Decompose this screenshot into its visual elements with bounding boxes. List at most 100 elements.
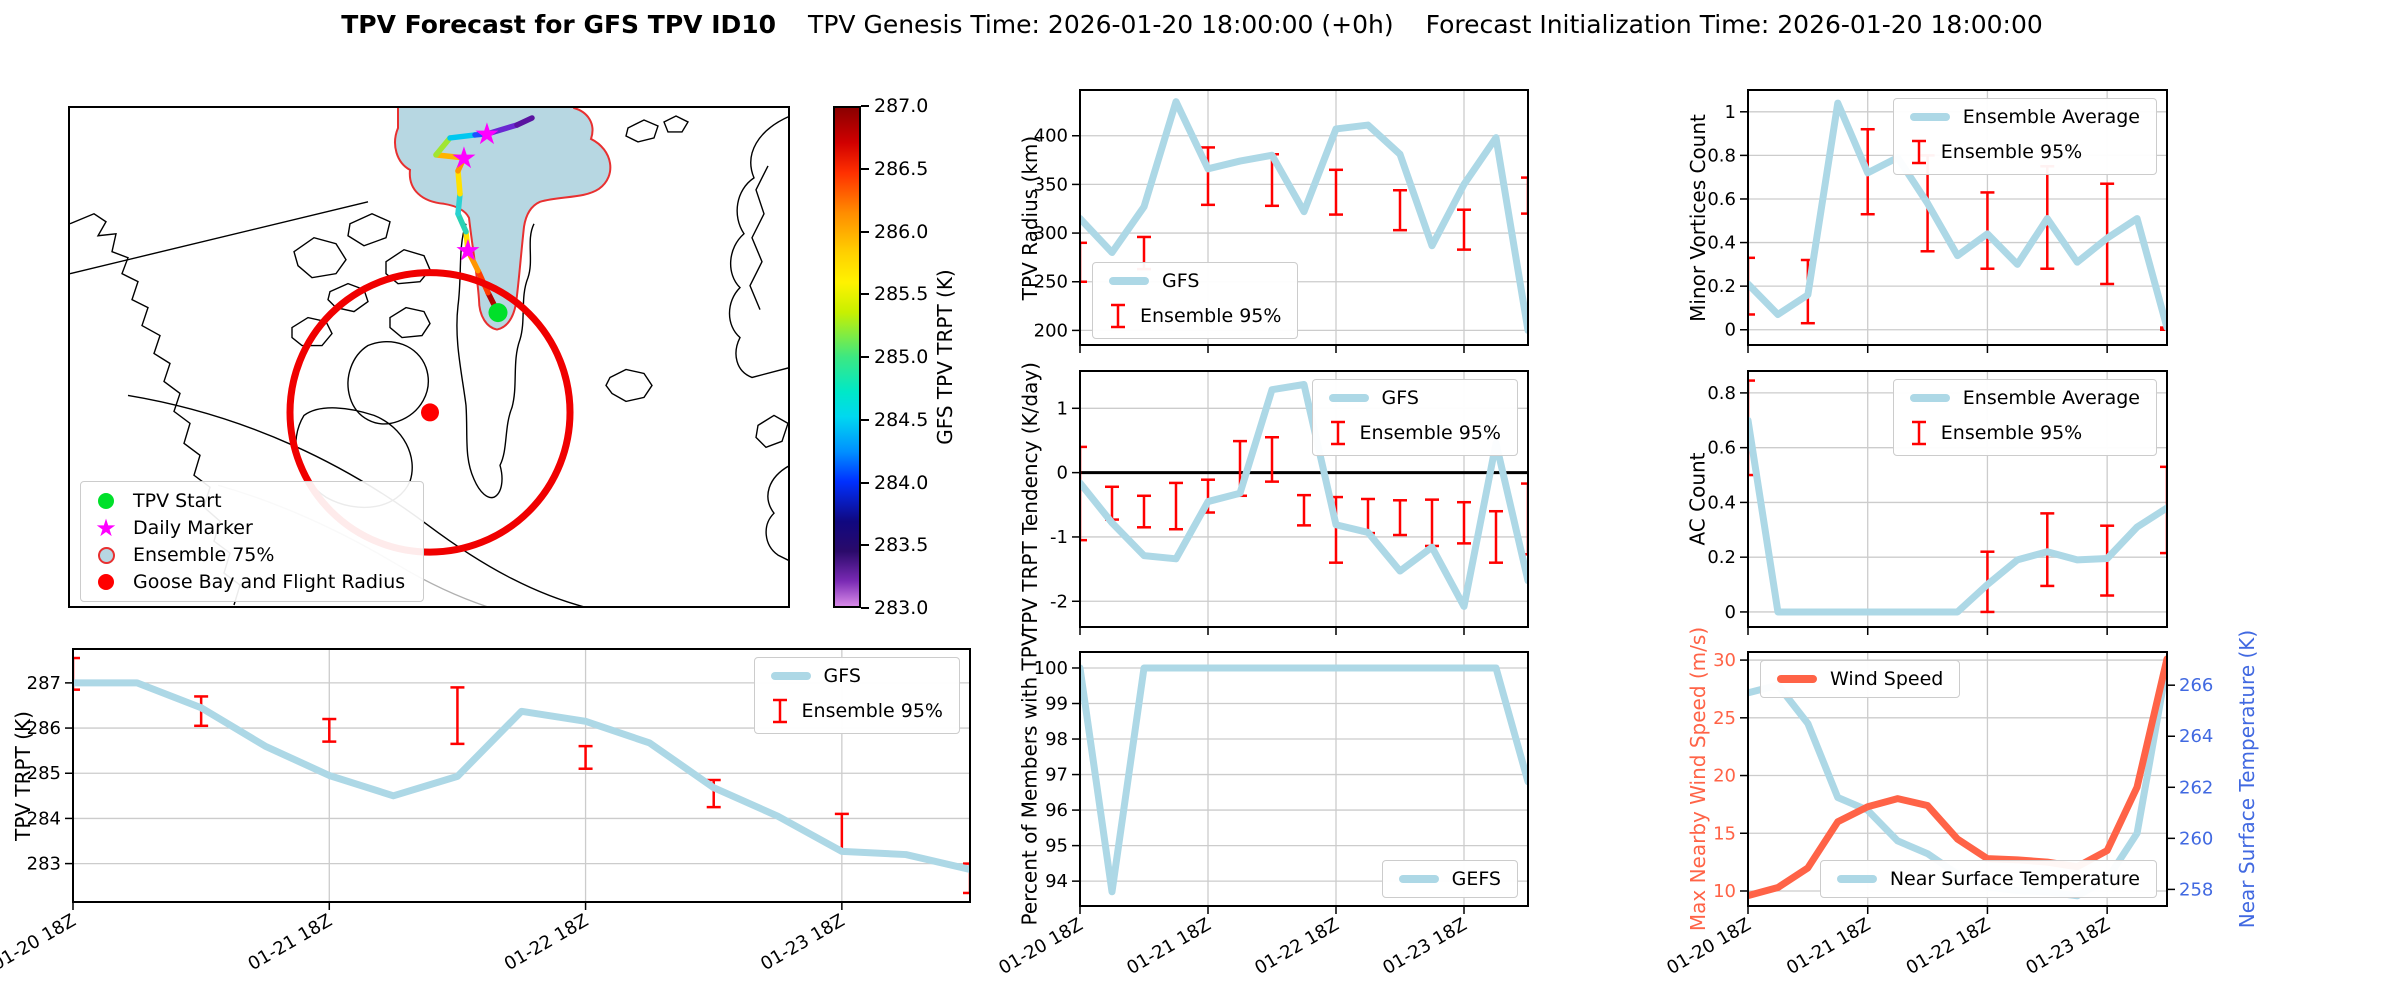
title-init-time: Forecast Initialization Time: 2026-01-20… bbox=[1425, 10, 2043, 39]
svg-text:1: 1 bbox=[1057, 398, 1068, 419]
svg-text:01-23 18Z: 01-23 18Z bbox=[2022, 914, 2113, 979]
svg-text:0: 0 bbox=[1725, 602, 1736, 623]
legend-item: GFS bbox=[770, 665, 943, 687]
svg-text:283: 283 bbox=[27, 854, 61, 875]
errorbar-icon bbox=[1910, 137, 1928, 167]
colorbar-tick: 284.0 bbox=[861, 472, 928, 494]
colorbar-tick: 286.5 bbox=[861, 158, 928, 180]
line-swatch-icon bbox=[1836, 875, 1877, 883]
errorbar-icon bbox=[771, 696, 789, 726]
svg-text:98: 98 bbox=[1045, 729, 1068, 750]
svg-text:01-22 18Z: 01-22 18Z bbox=[501, 910, 592, 975]
legend-label: Near Surface Temperature bbox=[1889, 868, 2140, 890]
legend-label: GEFS bbox=[1451, 868, 1501, 890]
legend-label: TPV Start bbox=[133, 490, 222, 512]
colorbar-label: GFS TPV TRPT (K) bbox=[933, 269, 957, 445]
tpv-trpt-chart: 283 284 285 286 287 01-20 18Z 01-21 18Z 01-22 1… bbox=[0, 648, 971, 975]
svg-text:286: 286 bbox=[27, 718, 61, 739]
svg-text:200: 200 bbox=[1034, 320, 1068, 341]
svg-text:0.6: 0.6 bbox=[1707, 189, 1736, 210]
colorbar-gradient bbox=[833, 106, 861, 608]
svg-text:287: 287 bbox=[27, 673, 61, 694]
svg-text:-1: -1 bbox=[1050, 527, 1068, 548]
legend-label: GFS bbox=[823, 665, 861, 687]
colorbar-tick: 283.5 bbox=[861, 534, 928, 556]
svg-text:01-21 18Z: 01-21 18Z bbox=[1783, 914, 1874, 979]
daily-marker-star: ★ bbox=[451, 141, 478, 176]
legend-label: GFS bbox=[1381, 387, 1419, 409]
track-segment bbox=[455, 168, 463, 197]
track-segment bbox=[433, 135, 453, 158]
svg-text:300: 300 bbox=[1034, 223, 1068, 244]
colorbar-tick: 283.0 bbox=[861, 597, 928, 619]
svg-text:01-20 18Z: 01-20 18Z bbox=[995, 914, 1086, 979]
chart-legend: Wind Speed bbox=[1760, 660, 1961, 698]
svg-text:260: 260 bbox=[2179, 828, 2213, 849]
title-main: TPV Forecast for GFS TPV ID10 bbox=[341, 10, 777, 39]
svg-text:01-23 18Z: 01-23 18Z bbox=[1379, 914, 1470, 979]
svg-text:96: 96 bbox=[1045, 800, 1068, 821]
line-swatch-icon bbox=[1328, 394, 1369, 402]
track-segment bbox=[455, 211, 469, 235]
svg-text:0.2: 0.2 bbox=[1707, 276, 1736, 297]
line-swatch-icon bbox=[1777, 675, 1817, 683]
legend-label: Wind Speed bbox=[1830, 668, 1944, 690]
svg-text:01-22 18Z: 01-22 18Z bbox=[1251, 914, 1342, 979]
chart-legend: GFS Ensemble 95% bbox=[753, 657, 960, 734]
colorbar-tick: 285.5 bbox=[861, 283, 928, 305]
colorbar-tick: 286.0 bbox=[861, 221, 928, 243]
goose-bay-icon bbox=[93, 574, 119, 590]
title-genesis-time: TPV Genesis Time: 2026-01-20 18:00:00 (+… bbox=[808, 10, 1394, 39]
svg-text:284: 284 bbox=[27, 808, 61, 829]
svg-text:0.2: 0.2 bbox=[1707, 547, 1736, 568]
svg-text:01-23 18Z: 01-23 18Z bbox=[757, 910, 848, 975]
svg-text:400: 400 bbox=[1034, 126, 1068, 147]
errorbar-icon bbox=[1109, 301, 1127, 331]
line-swatch-icon bbox=[1909, 113, 1950, 121]
track-segment bbox=[433, 152, 467, 161]
axis-label: Percent of Members with TPV bbox=[1018, 632, 1043, 926]
legend-item: Ensemble 95% bbox=[1910, 137, 2140, 167]
legend-label: Ensemble 75% bbox=[133, 544, 275, 566]
map-legend: TPV Start ★ Daily Marker Ensemble 75% Go… bbox=[80, 481, 425, 602]
svg-text:15: 15 bbox=[1713, 823, 1736, 844]
legend-item: GFS bbox=[1328, 387, 1501, 409]
svg-text:1: 1 bbox=[1725, 102, 1736, 123]
svg-text:95: 95 bbox=[1045, 836, 1068, 857]
svg-text:350: 350 bbox=[1034, 174, 1068, 195]
axis-label: TPV TRPT Tendency (K/day) bbox=[1018, 362, 1043, 636]
track-map: ★★★ bbox=[68, 106, 790, 608]
line-swatch-icon bbox=[1909, 394, 1950, 402]
legend-item: Near Surface Temperature bbox=[1836, 868, 2140, 890]
svg-text:0: 0 bbox=[1725, 320, 1736, 341]
track-segment bbox=[455, 191, 463, 217]
svg-text:0.8: 0.8 bbox=[1707, 145, 1736, 166]
legend-item: Wind Speed bbox=[1777, 668, 1943, 690]
svg-text:258: 258 bbox=[2179, 879, 2213, 900]
svg-text:01-21 18Z: 01-21 18Z bbox=[245, 910, 336, 975]
svg-text:266: 266 bbox=[2179, 675, 2213, 696]
legend-item: Ensemble 95% bbox=[1109, 301, 1281, 331]
legend-label: Daily Marker bbox=[133, 517, 253, 539]
figure-title: TPV Forecast for GFS TPV ID10 TPV Genesi… bbox=[0, 10, 2384, 39]
wind-temperature-chart: 10 15 20 25 30 258 260 262 264 266 01-20 18Z 01-21 … bbox=[1663, 627, 2259, 979]
legend-item: Ensemble 95% bbox=[1329, 418, 1501, 448]
chart-legend: Ensemble Average Ensemble 95% bbox=[1892, 98, 2157, 175]
line-swatch-icon bbox=[1398, 875, 1439, 883]
chart-legend: Ensemble Average Ensemble 95% bbox=[1892, 379, 2157, 456]
legend-label: Ensemble 95% bbox=[1940, 422, 2083, 444]
chart-legend: GFS Ensemble 95% bbox=[1092, 262, 1299, 339]
flight-radius-circle bbox=[286, 269, 574, 556]
track-segment bbox=[447, 132, 478, 141]
legend-label: Ensemble Average bbox=[1962, 387, 2140, 409]
ensemble-75-region bbox=[394, 106, 612, 331]
svg-text:01-20 18Z: 01-20 18Z bbox=[0, 910, 80, 975]
minor-vortices-chart: 0 0.2 0.4 0.6 0.8 1 Minor Vortices Count Ensemb… bbox=[1686, 89, 2168, 353]
svg-text:0.4: 0.4 bbox=[1707, 233, 1736, 254]
track-segment bbox=[463, 229, 471, 254]
legend-label: GFS bbox=[1162, 270, 1200, 292]
trpt-tendency-chart: 1 0 -1 -2 TPV TRPT Tendency (K/day) GFS Ensemb… bbox=[1018, 362, 1529, 636]
errorbar-icon bbox=[1329, 418, 1347, 448]
daily-marker-icon: ★ bbox=[95, 514, 117, 542]
